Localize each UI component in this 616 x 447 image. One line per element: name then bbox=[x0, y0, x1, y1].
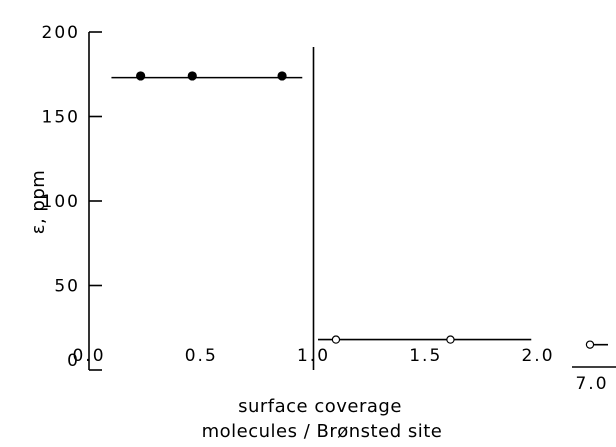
x-tick-label: 1.5 bbox=[409, 346, 442, 366]
y-tick-label: 100 bbox=[42, 192, 80, 212]
x-ticks: 0.0 0.5 1.0 1.5 2.0 bbox=[72, 346, 554, 366]
x-tick-label: 0.5 bbox=[185, 346, 218, 366]
break-tick-label: 7.0 bbox=[575, 374, 608, 394]
fit-lines bbox=[111, 76, 608, 346]
x-axis-break-segment: 7.0 bbox=[572, 366, 616, 394]
series-1-point bbox=[187, 71, 197, 81]
y-axis-label: ε, ppm bbox=[28, 170, 49, 235]
x-tick-label: 1.0 bbox=[297, 346, 330, 366]
series-2-point bbox=[446, 335, 455, 344]
y-tick-label: 200 bbox=[42, 23, 80, 43]
y-tick-label: 150 bbox=[42, 108, 80, 128]
y-ticks: 0 50 100 150 200 bbox=[42, 23, 102, 371]
series-3-point bbox=[585, 340, 595, 349]
series-2-point bbox=[331, 335, 341, 344]
x-tick-label: 2.0 bbox=[521, 346, 554, 366]
x-axis-label-line2: molecules / Brønsted site bbox=[202, 421, 443, 442]
data-points bbox=[136, 71, 595, 349]
y-tick-label: 0 bbox=[67, 351, 80, 371]
y-tick-label: 50 bbox=[54, 277, 80, 297]
series-1-point bbox=[277, 71, 287, 81]
series-1-point bbox=[136, 71, 146, 81]
x-axis-label: surface coverage bbox=[238, 396, 402, 417]
x-tick-label: 0.0 bbox=[72, 346, 105, 366]
